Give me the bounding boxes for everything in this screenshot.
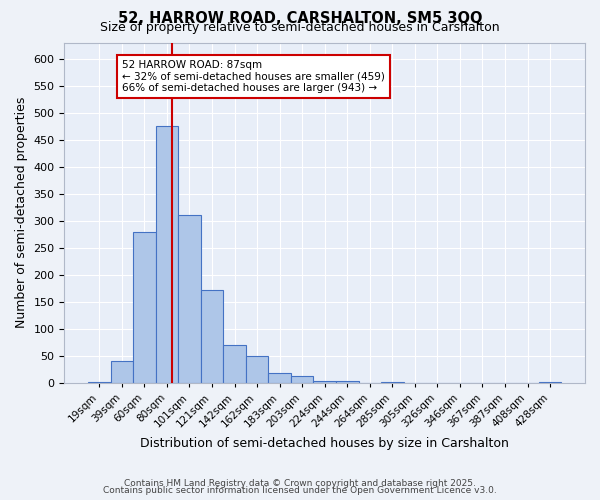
Bar: [313, 381, 336, 383]
Y-axis label: Number of semi-detached properties: Number of semi-detached properties: [15, 97, 28, 328]
Bar: [223, 345, 246, 383]
Bar: [539, 382, 562, 383]
Bar: [381, 382, 404, 383]
X-axis label: Distribution of semi-detached houses by size in Carshalton: Distribution of semi-detached houses by …: [140, 437, 509, 450]
Bar: [155, 126, 178, 383]
Bar: [133, 232, 155, 383]
Bar: [88, 382, 110, 383]
Bar: [336, 381, 359, 383]
Bar: [110, 361, 133, 383]
Text: 52, HARROW ROAD, CARSHALTON, SM5 3QQ: 52, HARROW ROAD, CARSHALTON, SM5 3QQ: [118, 11, 482, 26]
Bar: [178, 216, 201, 383]
Text: Size of property relative to semi-detached houses in Carshalton: Size of property relative to semi-detach…: [100, 22, 500, 35]
Bar: [268, 373, 291, 383]
Text: 52 HARROW ROAD: 87sqm
← 32% of semi-detached houses are smaller (459)
66% of sem: 52 HARROW ROAD: 87sqm ← 32% of semi-deta…: [122, 60, 385, 93]
Bar: [246, 356, 268, 383]
Bar: [201, 290, 223, 383]
Text: Contains public sector information licensed under the Open Government Licence v3: Contains public sector information licen…: [103, 486, 497, 495]
Text: Contains HM Land Registry data © Crown copyright and database right 2025.: Contains HM Land Registry data © Crown c…: [124, 478, 476, 488]
Bar: [291, 376, 313, 383]
